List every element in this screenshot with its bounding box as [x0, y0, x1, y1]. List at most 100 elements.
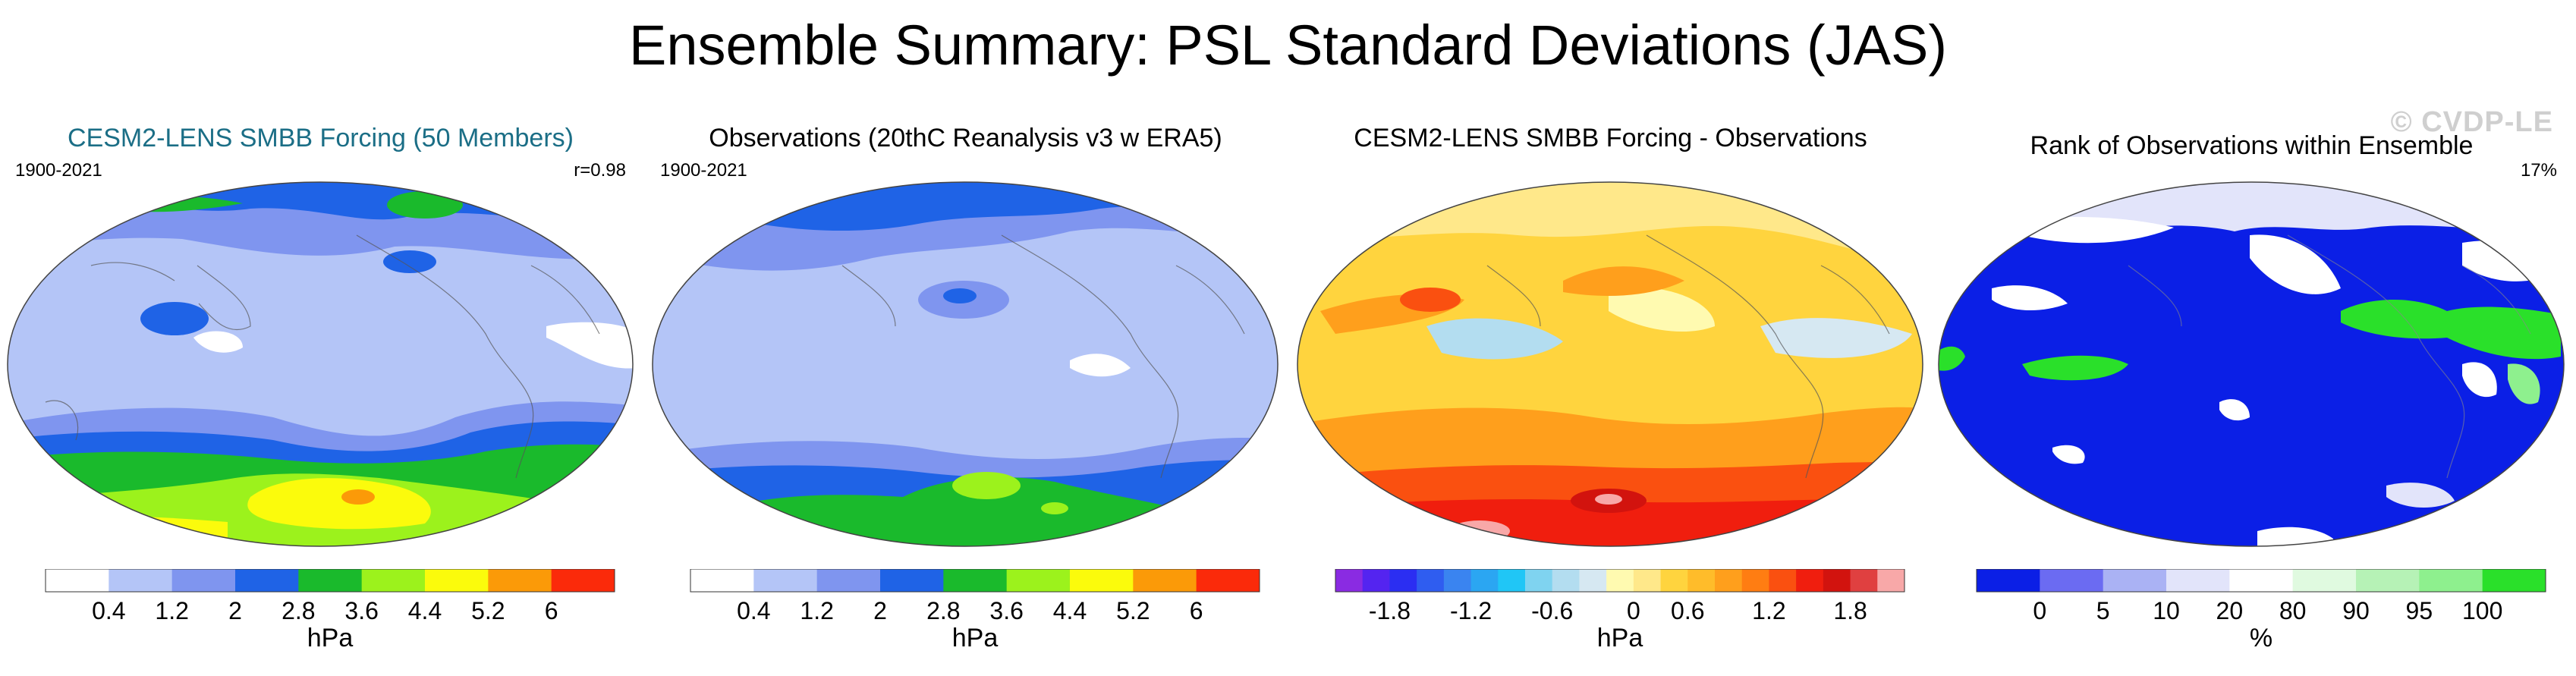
colorbar-swatch — [2482, 569, 2546, 592]
colorbar-swatch — [488, 569, 552, 592]
panel-title: Rank of Observations within Ensemble — [2030, 131, 2474, 160]
colorbar-unit: % — [2250, 624, 2272, 652]
map-rank — [1938, 181, 2565, 547]
colorbar-swatch — [1769, 569, 1797, 592]
colorbar-swatch — [1498, 569, 1526, 592]
colorbar-swatch — [425, 569, 489, 592]
colorbar-tick-label: 2.8 — [926, 597, 960, 624]
colorbar-tick-label: 0.4 — [737, 597, 770, 624]
colorbar-swatch — [943, 569, 1008, 592]
colorbar-unit: hPa — [952, 624, 999, 652]
colorbar-swatch — [1579, 569, 1607, 592]
colorbar-unit: hPa — [307, 624, 354, 652]
colorbar-tick-label: 1.8 — [1833, 597, 1867, 624]
colorbar-swatch — [1823, 569, 1851, 592]
colorbar-swatch — [880, 569, 944, 592]
percent-label: 17% — [2520, 160, 2557, 181]
colorbar-swatch — [753, 569, 818, 592]
colorbar-swatch — [298, 569, 363, 592]
colorbar-swatch — [2229, 569, 2294, 592]
colorbar-swatch — [1525, 569, 1553, 592]
colorbar-tick-label: 1.2 — [800, 597, 833, 624]
colorbar-tick-label: 80 — [2279, 597, 2307, 624]
colorbar-swatch — [1877, 569, 1905, 592]
colorbar-swatch — [171, 569, 236, 592]
map-difference — [1297, 181, 1923, 547]
colorbar-swatch — [1417, 569, 1445, 592]
colorbar-swatch — [2419, 569, 2483, 592]
colorbar-swatch — [1796, 569, 1824, 592]
colorbar-tick-label: 2 — [873, 597, 887, 624]
colorbar-frame — [45, 569, 615, 593]
colorbar-swatch — [1606, 569, 1634, 592]
colorbar-tick-label: 0 — [2033, 597, 2046, 624]
colorbar-swatch — [2166, 569, 2230, 592]
colorbar-swatch — [46, 569, 109, 592]
colorbar-tick-label: 6 — [545, 597, 558, 624]
colorbar-tick-label: 4.4 — [408, 597, 442, 624]
colorbar-tick-label: 10 — [2153, 597, 2180, 624]
colorbar-swatch — [2356, 569, 2420, 592]
colorbar-swatch — [1389, 569, 1417, 592]
colorbar-unit: hPa — [1597, 624, 1643, 652]
watermark-label: © CVDP-LE — [2390, 106, 2553, 138]
colorbar: 0.4 1.2 2 2.8 3.6 4.4 5.2 6 hPa — [45, 569, 615, 652]
colorbar-tick-label: 95 — [2406, 597, 2433, 624]
colorbar-tick-label: 0.4 — [92, 597, 125, 624]
colorbar-tick-label: 5.2 — [471, 597, 505, 624]
colorbar-tick-label: 6 — [1190, 597, 1203, 624]
colorbar-swatch — [361, 569, 426, 592]
colorbar-swatch — [1633, 569, 1662, 592]
colorbar-tick-label: 0 — [1627, 597, 1640, 624]
panel-title: CESM2-LENS SMBB Forcing (50 Members) — [68, 124, 574, 152]
colorbar-swatch — [1196, 569, 1260, 592]
colorbar-frame — [1976, 569, 2546, 593]
period-label: 1900-2021 — [660, 160, 747, 181]
period-label: 1900-2021 — [15, 160, 102, 181]
panel-observed-std: Observations (20thC Reanalysis v3 w ERA5… — [645, 114, 1286, 675]
colorbar: 0 5 10 20 80 90 95 100% — [1976, 569, 2546, 652]
colorbar-swatch — [2103, 569, 2167, 592]
colorbar: -1.8 -1.2 -0.6 0 0.6 1.2 1.8 hPa — [1335, 569, 1905, 652]
colorbar-swatch — [1660, 569, 1688, 592]
colorbar-swatch — [1850, 569, 1878, 592]
colorbar-frame — [1335, 569, 1905, 593]
colorbar-swatch — [1362, 569, 1390, 592]
colorbar-swatch — [1070, 569, 1134, 592]
colorbar-swatch — [2292, 569, 2357, 592]
colorbar-swatch — [1741, 569, 1769, 592]
colorbar-tick-label: 3.6 — [344, 597, 378, 624]
panel-title: CESM2-LENS SMBB Forcing - Observations — [1354, 124, 1867, 152]
colorbar: 0.4 1.2 2 2.8 3.6 4.4 5.2 6 hPa — [690, 569, 1260, 652]
colorbar-swatch — [109, 569, 173, 592]
colorbar-tick-label: 5 — [2096, 597, 2110, 624]
colorbar-tick-label: 5.2 — [1116, 597, 1150, 624]
colorbar-swatch — [1133, 569, 1197, 592]
colorbar-tick-label: 4.4 — [1053, 597, 1087, 624]
colorbar-swatch — [2040, 569, 2104, 592]
colorbar-swatch — [1977, 569, 2040, 592]
panel-model-minus-obs: CESM2-LENS SMBB Forcing - Observations — [1290, 114, 1931, 675]
figure-title: Ensemble Summary: PSL Standard Deviation… — [629, 14, 1947, 77]
panel-model-std: CESM2-LENS SMBB Forcing (50 Members) 190… — [0, 114, 641, 675]
colorbar-tick-label: 100 — [2462, 597, 2502, 624]
colorbar-swatch — [235, 569, 299, 592]
map-observed-std — [652, 181, 1279, 547]
panel-title: Observations (20thC Reanalysis v3 w ERA5… — [709, 124, 1222, 152]
colorbar-swatch — [1443, 569, 1472, 592]
colorbar-swatch — [1470, 569, 1499, 592]
colorbar-swatch — [690, 569, 754, 592]
colorbar-tick-label: 2.8 — [282, 597, 315, 624]
correlation-label: r=0.98 — [574, 160, 626, 181]
colorbar-tick-label: 20 — [2216, 597, 2244, 624]
colorbar-tick-label: -1.2 — [1450, 597, 1492, 624]
colorbar-tick-label: -0.6 — [1531, 597, 1573, 624]
colorbar-tick-label: 3.6 — [989, 597, 1023, 624]
map-model-std — [7, 181, 634, 547]
colorbar-tick-label: 2 — [228, 597, 242, 624]
colorbar-swatch — [1552, 569, 1580, 592]
colorbar-tick-label: 0.6 — [1671, 597, 1704, 624]
colorbar-tick-label: -1.8 — [1369, 597, 1411, 624]
colorbar-tick-label: 1.2 — [155, 597, 188, 624]
colorbar-swatch — [1687, 569, 1716, 592]
